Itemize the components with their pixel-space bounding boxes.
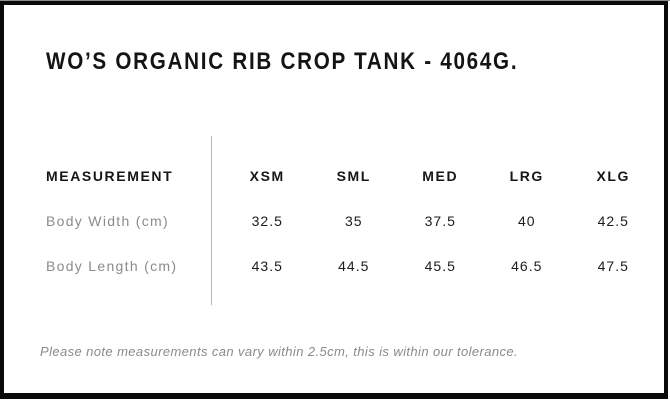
- table-column-divider: [211, 136, 212, 305]
- column-header-xsm: XSM: [249, 167, 285, 184]
- body-width-xsm-value: 32.5: [251, 212, 283, 229]
- body-length-lrg-value: 46.5: [511, 257, 543, 274]
- size-chart-table: MEASUREMENT XSM SML MED LRG XLG Body Wid…: [46, 153, 657, 288]
- row-label-body-width: Body Width (cm): [46, 212, 169, 229]
- column-header-xlg: XLG: [596, 167, 631, 184]
- row-label-body-length: Body Length (cm): [46, 257, 178, 274]
- body-length-sml-value: 44.5: [338, 257, 370, 274]
- body-width-sml-value: 35: [344, 212, 363, 229]
- body-length-xlg-value: 47.5: [597, 257, 629, 274]
- column-header-sml: SML: [336, 167, 371, 184]
- product-title: WO’S ORGANIC RIB CROP TANK - 4064G.: [46, 48, 519, 75]
- body-length-med-value: 45.5: [424, 257, 456, 274]
- body-length-xsm-value: 43.5: [251, 257, 283, 274]
- body-width-med-value: 37.5: [424, 212, 456, 229]
- column-header-med: MED: [422, 167, 459, 184]
- column-header-lrg: LRG: [509, 167, 544, 184]
- column-header-measurement: MEASUREMENT: [46, 167, 174, 184]
- body-width-lrg-value: 40: [517, 212, 536, 229]
- body-width-xlg-value: 42.5: [597, 212, 629, 229]
- tolerance-note: Please note measurements can vary within…: [40, 344, 519, 359]
- top-hairline: [0, 0, 670, 1]
